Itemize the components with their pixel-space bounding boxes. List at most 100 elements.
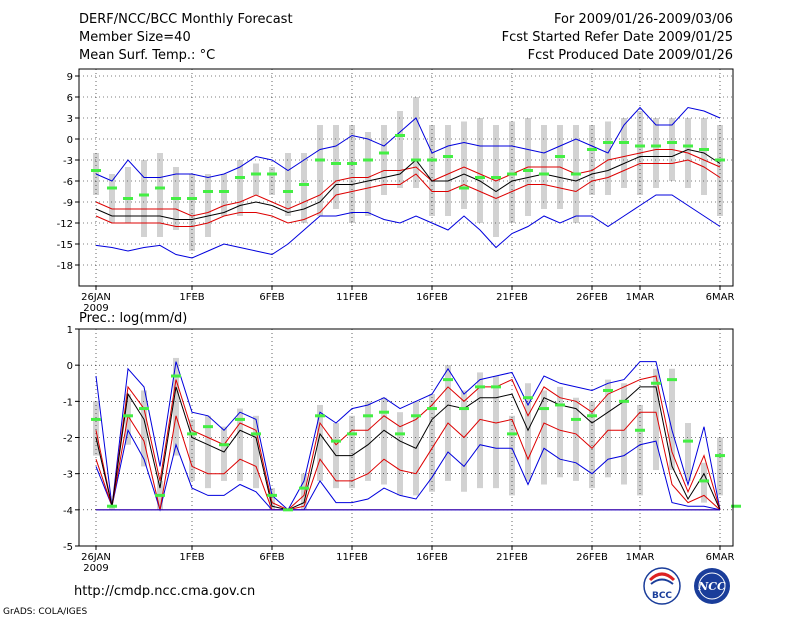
ensemble-box bbox=[125, 394, 131, 445]
median-marker bbox=[395, 432, 405, 436]
y-tick-label: -2 bbox=[63, 434, 73, 445]
median-marker bbox=[443, 155, 453, 158]
median-marker bbox=[347, 162, 357, 165]
ensemble-box bbox=[573, 397, 579, 481]
chart-title: DERF/NCC/BCC Monthly Forecast bbox=[79, 12, 293, 27]
median-marker bbox=[187, 432, 197, 436]
series-line-mean bbox=[95, 386, 721, 511]
median-marker bbox=[587, 148, 597, 151]
ensemble-box bbox=[685, 423, 691, 481]
ensemble-box bbox=[205, 415, 211, 489]
median-marker bbox=[363, 414, 373, 418]
ensemble-box bbox=[621, 383, 627, 485]
median-marker bbox=[427, 407, 437, 411]
median-marker bbox=[123, 414, 133, 418]
median-marker bbox=[235, 176, 245, 179]
ensemble-box bbox=[701, 462, 707, 503]
median-marker bbox=[715, 454, 725, 458]
source-url[interactable]: http://cmdp.ncc.cma.gov.cn bbox=[74, 584, 255, 599]
median-marker bbox=[395, 134, 405, 137]
median-marker bbox=[107, 504, 117, 508]
median-marker bbox=[475, 176, 485, 179]
series-line-min bbox=[95, 106, 721, 182]
median-marker bbox=[507, 172, 517, 176]
ensemble-box bbox=[605, 121, 611, 195]
median-marker bbox=[699, 148, 709, 151]
median-marker bbox=[651, 381, 661, 385]
median-marker bbox=[683, 439, 693, 443]
ensemble-box bbox=[509, 121, 515, 223]
ensemble-box bbox=[157, 153, 163, 237]
series-line-mean-minus bbox=[95, 411, 721, 511]
ensemble-box bbox=[237, 160, 243, 216]
ensemble-box bbox=[717, 437, 723, 496]
y-tick-label: 9 bbox=[67, 72, 73, 83]
ensemble-box bbox=[285, 153, 291, 216]
median-marker bbox=[459, 186, 469, 190]
ensemble-box bbox=[397, 412, 403, 496]
series-line-min bbox=[95, 428, 721, 512]
median-marker bbox=[139, 193, 149, 197]
x-tick-year: 2009 bbox=[83, 563, 108, 574]
ncc-logo-text: NCC bbox=[697, 580, 726, 593]
forecast-range: For 2009/01/26-2009/03/06 bbox=[554, 12, 733, 27]
median-marker bbox=[427, 158, 437, 162]
y-tick-label: -4 bbox=[63, 506, 73, 517]
x-tick-label: 16FEB bbox=[416, 552, 448, 563]
ensemble-box bbox=[93, 401, 99, 456]
ensemble-box bbox=[109, 506, 115, 510]
median-marker bbox=[587, 414, 597, 418]
median-marker bbox=[699, 479, 709, 483]
ensemble-box bbox=[381, 397, 387, 485]
median-marker bbox=[443, 378, 453, 382]
ensemble-box bbox=[621, 118, 627, 188]
x-tick-label: 26FEB bbox=[576, 292, 608, 303]
y-tick-label: 1 bbox=[67, 325, 73, 336]
ensemble-box bbox=[589, 401, 595, 489]
median-marker bbox=[331, 162, 341, 165]
median-marker bbox=[251, 432, 261, 436]
ensemble-box bbox=[253, 163, 259, 195]
x-tick-label: 1FEB bbox=[179, 552, 204, 563]
median-marker bbox=[411, 158, 421, 162]
x-tick-label: 6FEB bbox=[259, 552, 284, 563]
x-tick-label: 11FEB bbox=[336, 292, 368, 303]
median-marker bbox=[683, 144, 693, 148]
median-marker bbox=[715, 158, 725, 162]
ensemble-box bbox=[509, 415, 515, 496]
median-marker bbox=[667, 141, 677, 144]
median-marker bbox=[651, 144, 661, 148]
median-marker bbox=[363, 158, 373, 162]
y-tick-label: 6 bbox=[67, 93, 73, 104]
y-tick-label: 0 bbox=[67, 135, 73, 146]
ensemble-box bbox=[557, 386, 563, 478]
median-marker bbox=[123, 197, 133, 200]
ensemble-box bbox=[397, 111, 403, 188]
x-tick-label: 26JAN bbox=[81, 552, 111, 563]
y-tick-label: -3 bbox=[63, 470, 73, 481]
median-marker bbox=[347, 432, 357, 436]
median-marker bbox=[219, 190, 229, 193]
y-tick-label: 3 bbox=[67, 114, 73, 125]
ensemble-box bbox=[333, 125, 339, 209]
series-line-max bbox=[95, 194, 721, 259]
median-marker bbox=[267, 172, 277, 176]
median-marker bbox=[91, 169, 101, 172]
forecast-start-date: Fcst Started Refer Date 2009/01/25 bbox=[502, 30, 733, 45]
ensemble-box bbox=[653, 118, 659, 188]
median-marker bbox=[523, 169, 533, 172]
series-line-mean-minus bbox=[95, 159, 721, 227]
ensemble-box bbox=[253, 415, 259, 489]
median-marker bbox=[539, 172, 549, 176]
y-tick-label: -15 bbox=[57, 240, 73, 251]
ensemble-box bbox=[301, 153, 307, 223]
median-marker bbox=[251, 172, 261, 176]
ensemble-box bbox=[605, 379, 611, 478]
median-marker bbox=[299, 486, 309, 490]
median-marker bbox=[203, 425, 213, 429]
median-marker bbox=[107, 186, 117, 190]
median-marker bbox=[315, 158, 325, 162]
ensemble-box bbox=[221, 426, 227, 481]
grads-credit: GrADS: COLA/IGES bbox=[3, 607, 87, 617]
